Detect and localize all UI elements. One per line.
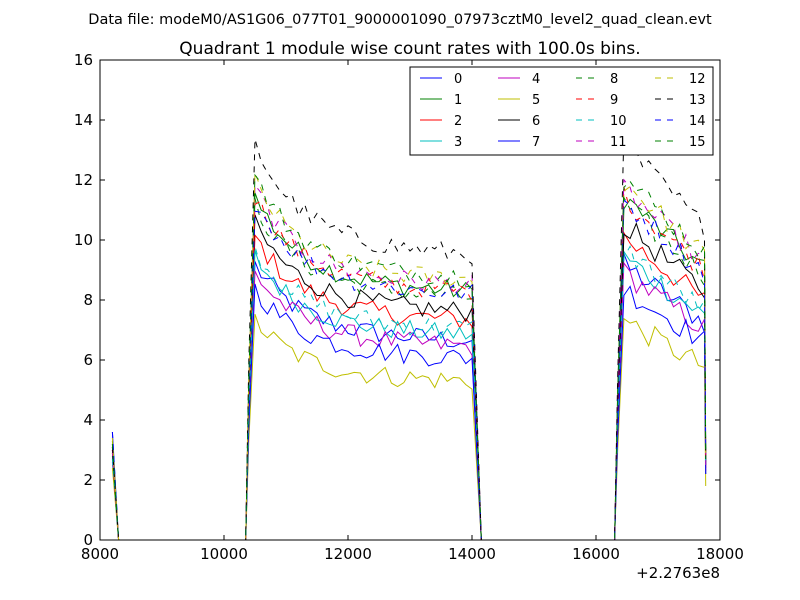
legend-label-12: 12 [689, 72, 706, 87]
series-group [111, 133, 707, 541]
series-line-0 [111, 253, 707, 541]
x-tick-label: 18000 [696, 545, 744, 563]
y-tick-label: 10 [74, 231, 93, 249]
series-line-14 [111, 199, 707, 541]
y-tick-label: 8 [83, 291, 93, 309]
y-tick-label: 4 [83, 411, 93, 429]
ticks-group: 8000 10000 12000 14000 16000 1800002468101214… [74, 51, 744, 563]
y-tick-label: 6 [83, 351, 93, 369]
legend-label-8: 8 [610, 72, 618, 87]
legend-label-9: 9 [610, 93, 618, 108]
series-line-8 [111, 195, 707, 541]
series-line-4 [111, 261, 707, 541]
x-tick-label: 16000 [572, 545, 620, 563]
legend-label-10: 10 [610, 114, 627, 129]
series-line-11 [111, 178, 707, 541]
y-tick-label: 14 [74, 111, 93, 129]
series-line-2 [111, 231, 707, 541]
legend-label-1: 1 [454, 93, 462, 108]
legend-frame [409, 66, 714, 156]
legend-label-2: 2 [454, 114, 462, 129]
x-tick-label: 12000 [324, 545, 372, 563]
legend-label-3: 3 [454, 135, 462, 150]
legend-label-4: 4 [532, 72, 540, 87]
chart-title: Quadrant 1 module wise count rates with … [179, 39, 640, 59]
series-line-5 [111, 314, 707, 541]
x-tick-label: 10000 [200, 545, 248, 563]
legend-label-15: 15 [689, 135, 706, 150]
x-offset-label: +2.2763e8 [636, 564, 720, 582]
legend-label-0: 0 [454, 72, 462, 87]
legend-label-7: 7 [532, 135, 540, 150]
y-tick-label: 2 [83, 471, 93, 489]
series-line-10 [111, 245, 707, 541]
series-line-7 [111, 283, 707, 541]
y-tick-label: 12 [74, 171, 93, 189]
legend-label-14: 14 [689, 114, 706, 129]
legend-label-13: 13 [689, 93, 706, 108]
legend-label-11: 11 [610, 135, 627, 150]
y-tick-label: 16 [74, 51, 93, 69]
series-line-12 [111, 172, 707, 541]
legend-label-6: 6 [532, 114, 540, 129]
chart-suptitle: Data file: modeM0/AS1G06_077T01_90000010… [88, 12, 712, 28]
x-tick-label: 14000 [448, 545, 496, 563]
plot-frame [99, 59, 721, 541]
x-tick-label: 8000 [81, 545, 119, 563]
y-tick-label: 0 [83, 531, 93, 549]
series-line-6 [111, 214, 707, 541]
series-line-1 [111, 192, 707, 541]
legend-label-5: 5 [532, 93, 540, 108]
series-line-3 [111, 250, 707, 541]
series-line-15 [111, 173, 707, 541]
